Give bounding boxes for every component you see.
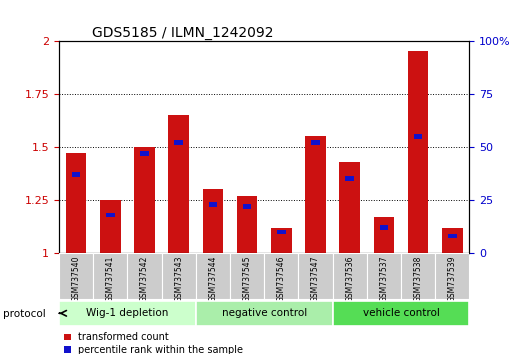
- Bar: [59, 253, 93, 299]
- Bar: [106, 212, 114, 217]
- Bar: [442, 228, 463, 253]
- Text: GSM737539: GSM737539: [448, 256, 457, 302]
- Bar: [277, 229, 286, 234]
- Text: GSM737546: GSM737546: [277, 256, 286, 302]
- Bar: [66, 153, 86, 253]
- Text: GSM737547: GSM737547: [311, 256, 320, 302]
- Bar: [401, 253, 435, 299]
- Bar: [127, 253, 162, 299]
- Bar: [230, 253, 264, 299]
- Legend: transformed count, percentile rank within the sample: transformed count, percentile rank withi…: [64, 332, 244, 354]
- Bar: [237, 196, 258, 253]
- Text: Wig-1 depletion: Wig-1 depletion: [86, 308, 169, 318]
- Bar: [93, 253, 127, 299]
- Bar: [299, 253, 332, 299]
- Bar: [196, 301, 332, 326]
- Bar: [203, 189, 223, 253]
- Bar: [332, 253, 367, 299]
- Text: vehicle control: vehicle control: [363, 308, 440, 318]
- Text: GSM737536: GSM737536: [345, 256, 354, 302]
- Text: GDS5185 / ILMN_1242092: GDS5185 / ILMN_1242092: [92, 26, 273, 40]
- Bar: [162, 253, 196, 299]
- Bar: [373, 217, 394, 253]
- Bar: [448, 234, 457, 239]
- Bar: [305, 136, 326, 253]
- Bar: [345, 176, 354, 181]
- Bar: [134, 147, 155, 253]
- Bar: [380, 225, 388, 230]
- Bar: [408, 51, 428, 253]
- Text: GSM737538: GSM737538: [413, 256, 423, 302]
- Text: GSM737537: GSM737537: [380, 256, 388, 302]
- Bar: [435, 253, 469, 299]
- Bar: [311, 140, 320, 145]
- Bar: [340, 162, 360, 253]
- Text: negative control: negative control: [222, 308, 307, 318]
- Bar: [209, 202, 217, 207]
- Bar: [367, 253, 401, 299]
- Bar: [332, 301, 469, 326]
- Text: GSM737540: GSM737540: [72, 256, 81, 302]
- Bar: [59, 301, 196, 326]
- Bar: [168, 115, 189, 253]
- Bar: [243, 204, 251, 209]
- Text: GSM737545: GSM737545: [243, 256, 251, 302]
- Text: GSM737544: GSM737544: [208, 256, 218, 302]
- Bar: [414, 134, 422, 139]
- Bar: [196, 253, 230, 299]
- Text: GSM737542: GSM737542: [140, 256, 149, 302]
- Text: GSM737543: GSM737543: [174, 256, 183, 302]
- Bar: [100, 200, 121, 253]
- Bar: [140, 151, 149, 156]
- Bar: [72, 172, 81, 177]
- Bar: [174, 140, 183, 145]
- Text: protocol: protocol: [3, 309, 45, 319]
- Text: GSM737541: GSM737541: [106, 256, 115, 302]
- Bar: [264, 253, 299, 299]
- Bar: [271, 228, 291, 253]
